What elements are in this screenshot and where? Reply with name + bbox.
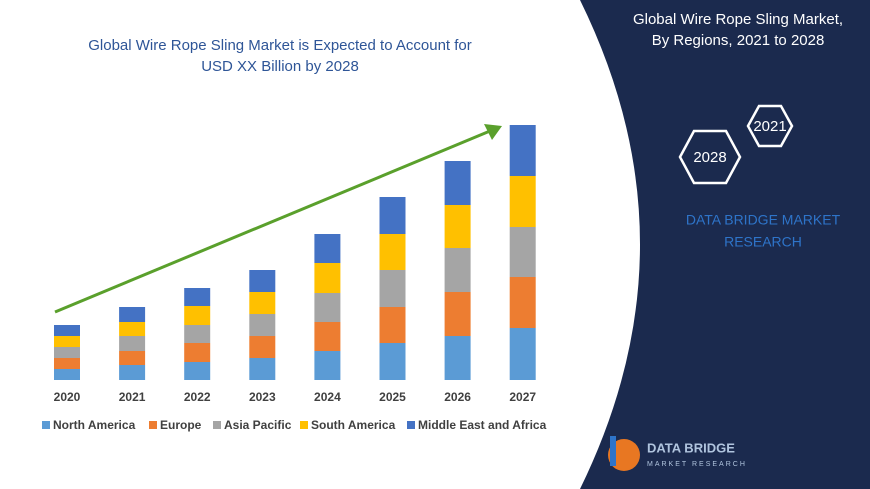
side-panel [580, 0, 870, 489]
legend-swatch [149, 421, 157, 429]
bar-segment [54, 336, 80, 347]
bar-segment [509, 277, 536, 328]
legend-swatch [213, 421, 221, 429]
chart-title: Global Wire Rope Sling Market is Expecte… [88, 37, 472, 54]
bar-segment [314, 351, 341, 380]
hexagon [746, 104, 794, 148]
bar-segment [119, 336, 146, 351]
bar-segment [379, 197, 406, 234]
bar-segment [119, 322, 146, 336]
bar-segment [379, 234, 406, 270]
bar-segment [379, 307, 406, 343]
bar-segment [249, 270, 276, 292]
legend-swatch [407, 421, 415, 429]
bar-segment [184, 343, 211, 362]
bar-segment [444, 248, 471, 292]
bar-segment [314, 234, 341, 263]
hex-label: 2028 [693, 149, 726, 166]
hexagon [678, 129, 742, 185]
bar-segment [314, 293, 341, 322]
bar-segment [184, 306, 211, 325]
bar-segment [444, 336, 471, 380]
bar-segment [509, 227, 536, 277]
bar-segment [119, 365, 146, 380]
bar-segment [444, 205, 471, 248]
bar-segment [379, 343, 406, 380]
legend-label: Europe [160, 418, 202, 432]
bar-segment [119, 307, 146, 322]
bar-segment [314, 263, 341, 293]
x-tick-label: 2026 [444, 390, 471, 404]
x-tick-label: 2025 [379, 390, 406, 404]
bar-segment [509, 328, 536, 380]
logo-icon [610, 436, 616, 466]
legend-swatch [42, 421, 50, 429]
bar-segment [184, 288, 211, 306]
legend-label: Asia Pacific [224, 418, 292, 432]
bar-segment [249, 292, 276, 314]
brand-text: DATA BRIDGE MARKET [686, 212, 841, 228]
legend-label: North America [53, 418, 136, 432]
x-tick-label: 2024 [314, 390, 341, 404]
bar-segment [314, 322, 341, 351]
bar-segment [184, 325, 211, 343]
x-tick-label: 2020 [54, 390, 81, 404]
logo-text: DATA BRIDGE [647, 440, 735, 455]
x-tick-label: 2027 [509, 390, 536, 404]
x-tick-label: 2021 [119, 390, 146, 404]
bar-segment [509, 176, 536, 227]
bar-segment [119, 351, 146, 365]
legend-swatch [300, 421, 308, 429]
x-tick-label: 2023 [249, 390, 276, 404]
x-tick-label: 2022 [184, 390, 211, 404]
bar-segment [54, 325, 80, 336]
bar-segment [249, 336, 276, 358]
brand-text: RESEARCH [724, 234, 802, 250]
bar-segment [54, 369, 80, 380]
bar-segment [379, 270, 406, 307]
logo-text: MARKET RESEARCH [647, 461, 747, 468]
bar-segment [54, 347, 80, 358]
bar-segment [54, 358, 80, 369]
panel-title: By Regions, 2021 to 2028 [652, 32, 825, 49]
bar-segment [249, 314, 276, 336]
panel-title: Global Wire Rope Sling Market, [633, 11, 843, 28]
chart-title: USD XX Billion by 2028 [201, 58, 359, 75]
bar-segment [184, 362, 211, 380]
bar-segment [249, 358, 276, 380]
bar-segment [444, 161, 471, 205]
legend-label: Middle East and Africa [418, 418, 547, 432]
trend-arrow [54, 129, 491, 314]
bar-segment [444, 292, 471, 336]
legend-label: South America [311, 418, 396, 432]
trend-arrowhead [484, 124, 502, 140]
bar-segment [509, 125, 536, 176]
hex-label: 2021 [753, 118, 786, 135]
